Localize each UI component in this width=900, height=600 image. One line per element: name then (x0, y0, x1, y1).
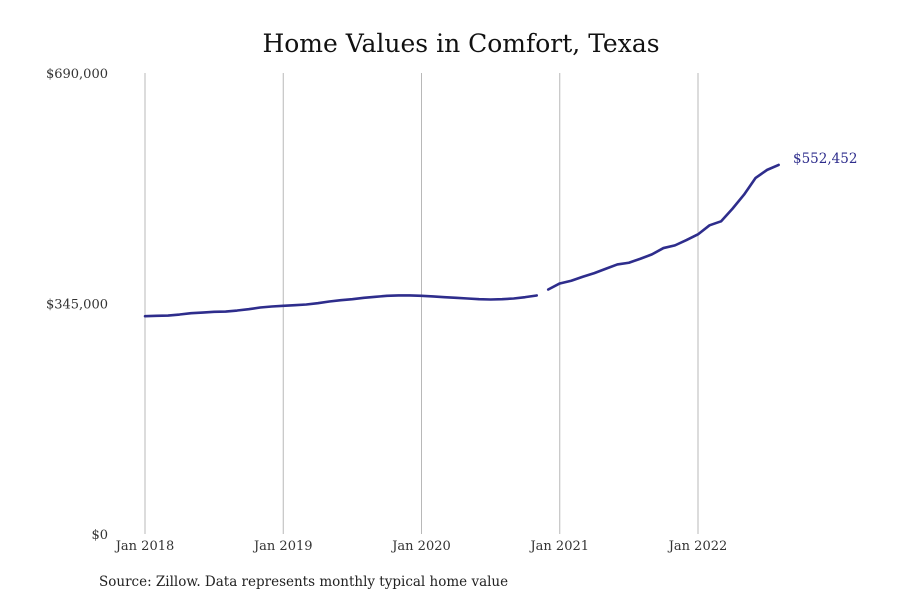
x-axis-tick-labels: Jan 2018 Jan 2019 Jan 2020 Jan 2021 Jan 2022 (114, 539, 728, 554)
data-point (524, 296, 526, 298)
chart-title: Home Values in Comfort, Texas (262, 29, 659, 58)
data-point (593, 272, 596, 274)
series-line-segment-1 (143, 294, 539, 318)
data-point (340, 299, 342, 301)
x-tick-label: Jan 2022 (667, 539, 728, 554)
data-point (558, 282, 561, 285)
data-point (282, 305, 285, 307)
data-point (685, 239, 688, 241)
data-point (581, 275, 584, 278)
data-point (547, 288, 550, 291)
data-point (754, 177, 757, 179)
series-home-values (143, 163, 780, 318)
data-point (466, 297, 469, 300)
data-point (512, 297, 515, 300)
x-tick-label: Jan 2018 (114, 539, 175, 554)
data-point (386, 295, 388, 297)
data-point (455, 297, 457, 299)
x-tick-label: Jan 2020 (390, 539, 451, 554)
data-point (293, 304, 296, 306)
y-tick-label: $690,000 (46, 67, 108, 82)
data-point (259, 306, 262, 309)
data-point (489, 298, 492, 301)
data-point (224, 310, 227, 313)
gridlines (144, 73, 699, 534)
data-point (628, 261, 630, 264)
y-tick-label: $0 (91, 528, 108, 543)
data-point (420, 295, 423, 297)
data-point (270, 305, 273, 308)
data-point (674, 244, 676, 247)
data-point (777, 164, 780, 166)
series-line-segment-2 (546, 163, 780, 291)
source-note: Source: Zillow. Data represents monthly … (99, 574, 508, 590)
data-point (708, 224, 711, 227)
data-point (363, 297, 365, 299)
y-tick-label: $345,000 (46, 298, 108, 313)
data-point (766, 169, 768, 171)
data-point (144, 315, 146, 317)
data-point (731, 207, 734, 210)
data-point (236, 309, 238, 312)
data-point (374, 296, 377, 298)
data-point (570, 279, 573, 282)
data-point (639, 257, 642, 260)
data-point (743, 193, 745, 196)
data-point (443, 296, 446, 298)
data-point (167, 314, 169, 317)
data-point (662, 247, 665, 249)
end-value-label: $552,452 (793, 151, 857, 167)
data-point (247, 308, 250, 310)
data-point (305, 303, 308, 306)
data-point (328, 300, 331, 303)
data-point (213, 311, 215, 313)
data-point (317, 302, 319, 304)
data-point (201, 311, 204, 314)
data-point (351, 298, 354, 300)
data-point (190, 312, 192, 314)
data-point (605, 267, 607, 270)
data-point (535, 294, 538, 297)
data-point (178, 313, 181, 316)
data-point (720, 220, 722, 223)
data-point (397, 294, 400, 297)
data-point (409, 294, 411, 297)
x-tick-label: Jan 2021 (528, 539, 589, 554)
y-axis-tick-labels: $0 $345,000 $690,000 (46, 67, 108, 543)
data-point (155, 315, 158, 317)
data-point (432, 295, 434, 298)
data-point (478, 298, 480, 300)
x-tick-label: Jan 2019 (252, 539, 313, 554)
data-point (651, 253, 653, 256)
data-point (501, 298, 503, 300)
data-point (616, 263, 619, 266)
data-point (697, 233, 699, 236)
